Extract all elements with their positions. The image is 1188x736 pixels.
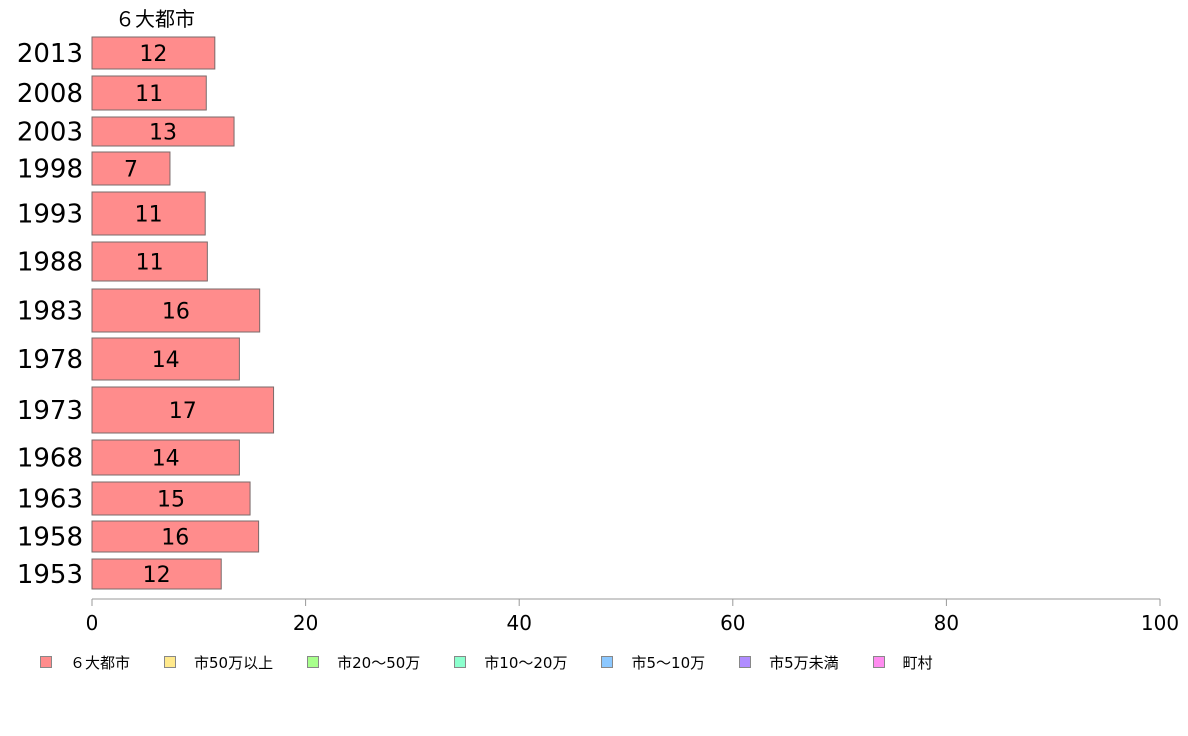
legend-label: ６大都市 — [70, 653, 131, 672]
legend: ６大都市 市50万以上 市20～50万 市10～20万 市5～10万 市5万未満 町村 — [40, 652, 967, 672]
bar — [91, 241, 208, 282]
x-tick-label: 40 — [506, 611, 531, 635]
bar-value-label: 11 — [135, 82, 163, 107]
bar — [91, 151, 171, 186]
bars-layer: 2013 12 2008 11 2003 13 1998 7 1993 11 1988 11 1983 1… — [17, 36, 275, 590]
legend-swatch — [739, 656, 752, 668]
bar — [91, 116, 235, 147]
bar — [91, 558, 222, 590]
bar — [91, 75, 207, 111]
category-label: 1968 — [17, 444, 83, 474]
bar-value-label: 11 — [135, 203, 163, 228]
category-label: 1953 — [17, 560, 83, 590]
bar-value-label: 15 — [157, 488, 185, 513]
legend-label: 市5～10万 — [631, 653, 706, 672]
x-tick-label: 20 — [293, 611, 318, 635]
legend-swatch — [454, 656, 467, 668]
x-axis: 0 20 40 60 80 100 — [86, 598, 1179, 635]
bar — [91, 36, 216, 70]
legend-label: 市5万未満 — [769, 653, 839, 672]
legend-label: 市50万以上 — [194, 653, 274, 672]
legend-item: 市5万未満 — [739, 652, 839, 673]
legend-item: 市5～10万 — [601, 652, 705, 673]
legend-item: 市50万以上 — [164, 652, 273, 673]
category-label: 2008 — [17, 79, 83, 109]
legend-item: 市20～50万 — [307, 652, 420, 673]
category-label: 1983 — [17, 297, 83, 327]
bar-value-label: 14 — [152, 447, 180, 472]
legend-label: 市20～50万 — [337, 653, 421, 672]
legend-swatch — [872, 656, 885, 668]
legend-item: ６大都市 — [40, 652, 130, 673]
category-label: 1993 — [17, 200, 83, 230]
bar-value-label: 14 — [152, 348, 180, 373]
category-label: 1978 — [17, 345, 83, 375]
bar — [91, 337, 240, 381]
legend-swatch — [164, 656, 177, 668]
legend-item: 市10～20万 — [454, 652, 567, 673]
legend-swatch — [307, 656, 320, 668]
x-tick-label: 0 — [86, 611, 99, 635]
series-header-label: ６大都市 — [115, 7, 195, 31]
bar-value-label: 7 — [124, 158, 138, 183]
bar-value-label: 13 — [149, 121, 177, 146]
x-tick-label: 80 — [934, 611, 959, 635]
bar-value-label: 17 — [169, 399, 197, 424]
legend-label: 町村 — [902, 653, 933, 672]
bar — [91, 288, 261, 333]
bar — [91, 481, 251, 516]
category-label: 1973 — [17, 396, 83, 426]
legend-item: 町村 — [872, 652, 933, 673]
legend-swatch — [601, 656, 614, 668]
category-label: 1963 — [17, 485, 83, 515]
bar — [91, 439, 240, 476]
x-tick-label: 100 — [1141, 611, 1179, 635]
bar-value-label: 16 — [161, 526, 189, 551]
bar-value-label: 12 — [139, 42, 167, 67]
legend-swatch — [40, 656, 52, 668]
category-label: 1988 — [17, 248, 83, 278]
legend-label: 市10～20万 — [484, 653, 568, 672]
category-label: 2013 — [17, 39, 83, 69]
category-label: 1958 — [17, 523, 83, 553]
bar — [91, 386, 275, 434]
bar-value-label: 12 — [143, 563, 171, 588]
category-label: 2003 — [17, 118, 83, 148]
category-label: 1998 — [17, 155, 83, 185]
bar-value-label: 16 — [162, 300, 190, 325]
bar-value-label: 11 — [136, 251, 164, 276]
bar — [91, 191, 206, 236]
x-tick-label: 60 — [720, 611, 745, 635]
bar — [91, 520, 260, 553]
